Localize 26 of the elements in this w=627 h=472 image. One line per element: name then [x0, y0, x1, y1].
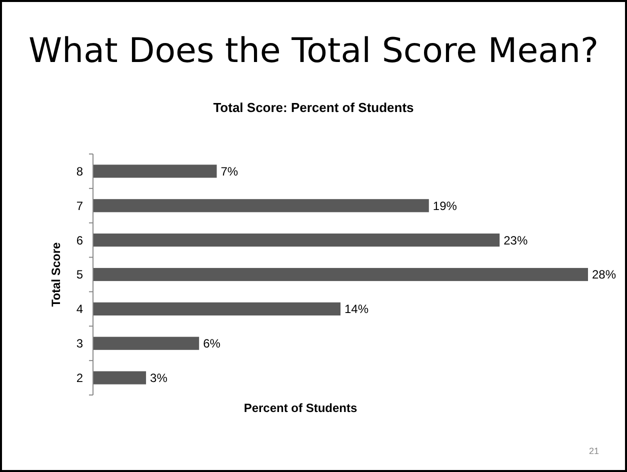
data-label: 6% [203, 336, 221, 351]
x-axis-title: Percent of Students [244, 401, 358, 415]
y-tick-label: 6 [76, 233, 84, 248]
data-label: 7% [220, 164, 238, 178]
data-label: 14% [344, 302, 369, 316]
bar [93, 234, 500, 247]
y-tick-label: 3 [76, 336, 84, 351]
chart-subtitle: Total Score: Percent of Students [213, 100, 414, 115]
bar [93, 199, 429, 212]
bar [93, 336, 200, 350]
y-tick-label: 4 [76, 302, 84, 316]
data-label: 23% [504, 233, 528, 248]
y-axis-title: Total Score [49, 242, 63, 307]
bar [93, 164, 217, 178]
bar [93, 371, 146, 384]
data-label: 28% [592, 268, 616, 282]
bar [93, 302, 340, 316]
y-tick-label: 8 [76, 164, 84, 178]
y-tick-label: 5 [76, 268, 84, 282]
y-tick-label: 7 [76, 198, 84, 213]
data-label: 19% [432, 198, 458, 213]
chart-title: What Does the Total Score Mean? [28, 31, 599, 71]
y-tick-label: 2 [76, 370, 84, 385]
bar [93, 268, 588, 282]
data-label: 3% [150, 370, 168, 385]
text: 21 [588, 446, 600, 456]
